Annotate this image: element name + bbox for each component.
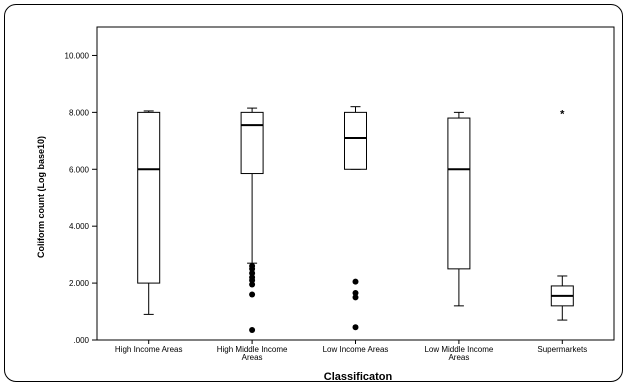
y-axis-title: Coliform count (Log base10) (36, 136, 46, 258)
outlier-point (249, 327, 256, 334)
chart-frame (4, 4, 623, 382)
x-tick-label: High Middle Income (217, 345, 288, 354)
box (344, 111, 367, 170)
y-tick-label: 6.000 (69, 165, 90, 174)
box-group (240, 107, 264, 334)
box-group (344, 106, 367, 331)
box-group: * (550, 108, 574, 321)
y-tick-label: 8.000 (69, 108, 90, 117)
outlier-point (249, 265, 256, 272)
extreme-point: * (560, 108, 565, 120)
x-tick-label: Low Income Areas (323, 345, 389, 354)
x-tick-label: Low Middle Income (424, 345, 493, 354)
outlier-point (352, 294, 359, 301)
outlier-point (352, 324, 359, 331)
y-tick-label: 10.000 (65, 51, 90, 60)
plot-area: .000 2.000 4.000 6.000 8.000 10.000 High Incom… (65, 26, 615, 362)
outlier-point (352, 290, 359, 297)
x-tick-label-line2: Areas (242, 353, 263, 362)
y-tick-label: .000 (73, 336, 89, 345)
box (240, 111, 264, 175)
x-tick-label-line2: Areas (448, 353, 469, 362)
outlier-point (249, 270, 256, 277)
box-group (137, 110, 161, 315)
box (447, 117, 471, 270)
outlier-point (249, 291, 256, 298)
x-axis-title: Classificaton (324, 371, 393, 383)
box (137, 111, 161, 284)
y-tick-label: 2.000 (69, 279, 90, 288)
box-group (447, 111, 471, 307)
outlier-point (249, 281, 256, 288)
outlier-point (249, 277, 256, 284)
x-tick-label: Supermarkets (537, 345, 587, 354)
outlier-point (352, 278, 359, 285)
x-tick-label: High Income Areas (115, 345, 183, 354)
y-tick-label: 4.000 (69, 222, 90, 231)
